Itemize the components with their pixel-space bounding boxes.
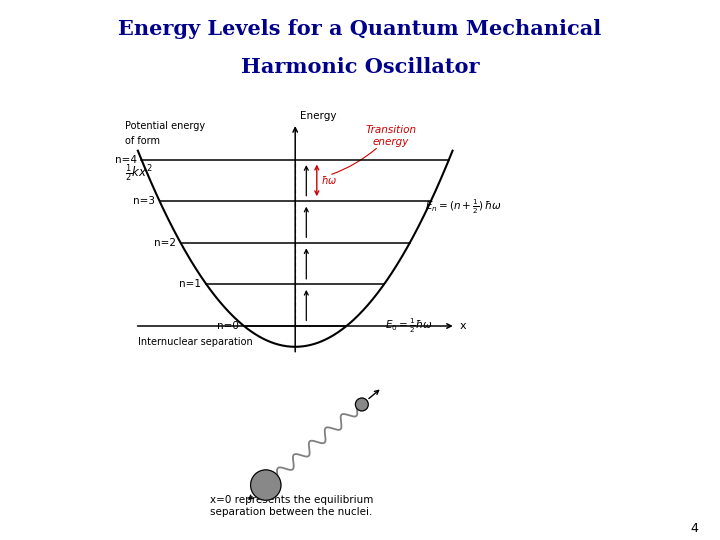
Text: $\frac{1}{2}kx^2$: $\frac{1}{2}kx^2$ xyxy=(125,162,153,184)
Text: n=1: n=1 xyxy=(179,279,202,289)
Circle shape xyxy=(251,470,281,500)
Text: n=2: n=2 xyxy=(153,238,176,248)
Text: Internuclear separation: Internuclear separation xyxy=(138,338,253,347)
Text: Potential energy: Potential energy xyxy=(125,120,206,131)
Text: x: x xyxy=(460,321,467,331)
Text: n=0: n=0 xyxy=(217,321,239,331)
Text: $E_0 = \frac{1}{2}\hbar\omega$: $E_0 = \frac{1}{2}\hbar\omega$ xyxy=(384,317,432,335)
Text: n=3: n=3 xyxy=(132,196,155,206)
Text: $E_n = (n + \frac{1}{2})\,\hbar\omega$: $E_n = (n + \frac{1}{2})\,\hbar\omega$ xyxy=(425,197,501,215)
Text: Energy: Energy xyxy=(300,111,337,120)
Text: Transition
energy: Transition energy xyxy=(365,125,416,146)
Text: of form: of form xyxy=(125,136,161,146)
Text: x=0 represents the equilibrium
separation between the nuclei.: x=0 represents the equilibrium separatio… xyxy=(210,495,373,517)
Text: Harmonic Oscillator: Harmonic Oscillator xyxy=(240,57,480,77)
Text: $\hbar\omega$: $\hbar\omega$ xyxy=(321,174,338,186)
Text: n=4: n=4 xyxy=(114,154,137,165)
Circle shape xyxy=(356,398,368,411)
Text: 4: 4 xyxy=(690,522,698,535)
Text: Energy Levels for a Quantum Mechanical: Energy Levels for a Quantum Mechanical xyxy=(118,19,602,39)
